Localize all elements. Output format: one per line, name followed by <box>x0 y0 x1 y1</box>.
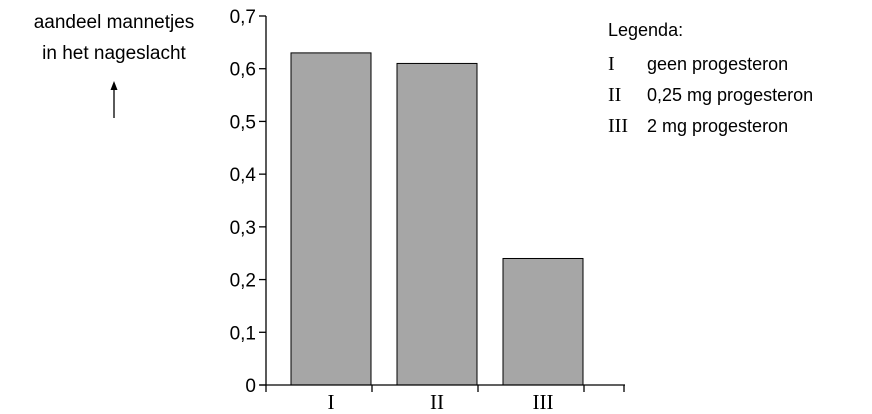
legend-label: 0,25 mg progesteron <box>647 85 813 105</box>
y-tick-label: 0,1 <box>230 323 256 344</box>
legend-label: geen progesteron <box>647 54 788 74</box>
up-arrow-icon <box>110 81 118 118</box>
y-tick-label: 0 <box>245 376 256 397</box>
bar-III <box>502 257 584 386</box>
x-tick-label: II <box>430 390 444 414</box>
bar-I <box>290 52 372 386</box>
x-tick-label: I <box>328 390 335 414</box>
bars-group <box>290 52 584 386</box>
legend-key: III <box>608 115 628 137</box>
legend-title: Legenda: <box>608 20 683 40</box>
y-tick-label: 0,4 <box>230 165 257 186</box>
y-ticks-group: 0 0,1 0,2 0,3 0,4 0,5 0,6 0,7 <box>230 7 266 397</box>
legend-label: 2 mg progesteron <box>647 116 788 136</box>
y-tick-label: 0,6 <box>230 60 256 81</box>
y-tick-label: 0,2 <box>230 271 256 292</box>
y-axis-label: aandeel mannetjes in het nageslacht <box>34 12 195 118</box>
x-tick-label: III <box>533 390 554 414</box>
axes-group <box>260 16 625 386</box>
y-tick-label: 0,3 <box>230 218 256 239</box>
x-ticks-group: I II III <box>265 385 625 414</box>
legend-key: I <box>608 53 615 75</box>
legend-key: II <box>608 84 621 106</box>
y-axis-label-line-1: aandeel mannetjes <box>34 12 195 33</box>
y-tick-label: 0,7 <box>230 7 256 28</box>
bar-II <box>396 62 478 386</box>
y-axis-label-line-2: in het nageslacht <box>42 43 186 64</box>
y-tick-label: 0,5 <box>230 112 256 133</box>
